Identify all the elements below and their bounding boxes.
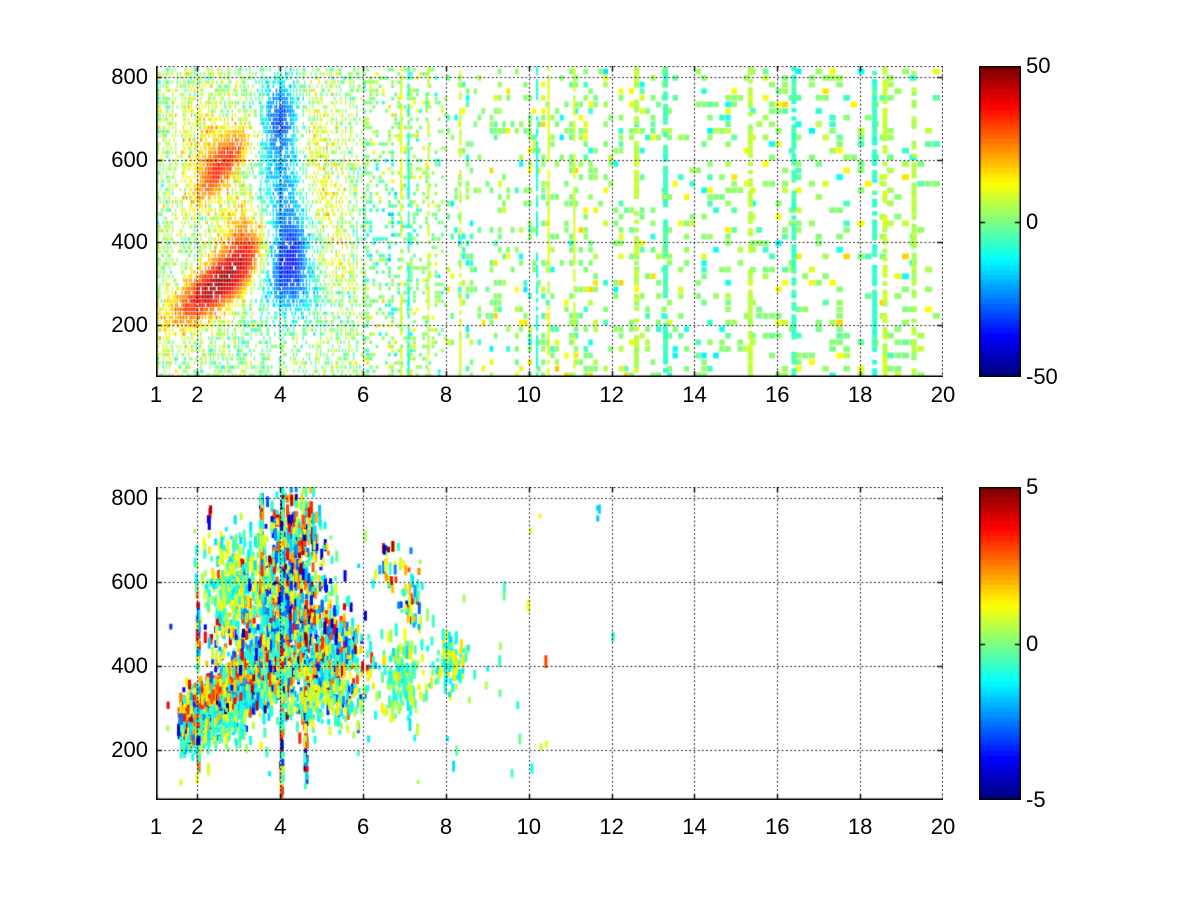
x-tick-label: 10 (516, 382, 542, 407)
y-tick-label: 400 (111, 652, 148, 678)
x-tick-label: 12 (599, 814, 624, 839)
top-heatmap-axes (156, 66, 943, 377)
colorbar-tick-label: 5 (1026, 474, 1039, 499)
x-tick-label: 14 (682, 382, 707, 407)
bottom-heatmap-canvas (156, 487, 943, 800)
x-tick-label: 2 (191, 382, 204, 407)
bottom-colorbar (979, 487, 1021, 800)
x-tick-label: 1 (149, 382, 163, 407)
bottom-colorbar-canvas (979, 487, 1021, 800)
x-tick-label: 18 (847, 814, 873, 839)
x-tick-label: 8 (439, 382, 453, 407)
colorbar-tick-label: 50 (1026, 53, 1051, 78)
x-tick-label: 1 (149, 814, 163, 839)
x-tick-label: 18 (847, 382, 873, 407)
x-tick-label: 20 (930, 382, 956, 407)
bottom-heatmap-axes (156, 487, 943, 800)
y-tick-label: 200 (111, 311, 148, 337)
y-tick-label: 800 (111, 484, 148, 510)
top-colorbar (979, 66, 1021, 377)
y-tick-label: 800 (111, 64, 148, 90)
top-heatmap-canvas (156, 66, 943, 377)
x-tick-label: 8 (439, 814, 453, 839)
x-tick-label: 6 (356, 382, 370, 407)
y-tick-label: 400 (111, 229, 148, 255)
x-tick-label: 4 (274, 814, 287, 839)
x-tick-label: 20 (930, 814, 956, 839)
x-tick-label: 2 (191, 814, 204, 839)
x-tick-label: 4 (274, 382, 287, 407)
x-tick-label: 10 (516, 814, 542, 839)
y-tick-label: 600 (111, 146, 148, 172)
y-tick-label: 600 (111, 568, 148, 594)
colorbar-tick-label: -5 (1026, 787, 1046, 812)
x-tick-label: 14 (682, 814, 707, 839)
x-tick-label: 12 (599, 382, 624, 407)
top-colorbar-canvas (979, 66, 1021, 377)
x-tick-label: 16 (765, 382, 790, 407)
colorbar-tick-label: -50 (1026, 364, 1058, 389)
colorbar-tick-label: 0 (1026, 630, 1039, 656)
y-tick-label: 200 (111, 736, 148, 762)
x-tick-label: 6 (356, 814, 370, 839)
colorbar-tick-label: 0 (1026, 208, 1039, 234)
x-tick-label: 16 (765, 814, 790, 839)
